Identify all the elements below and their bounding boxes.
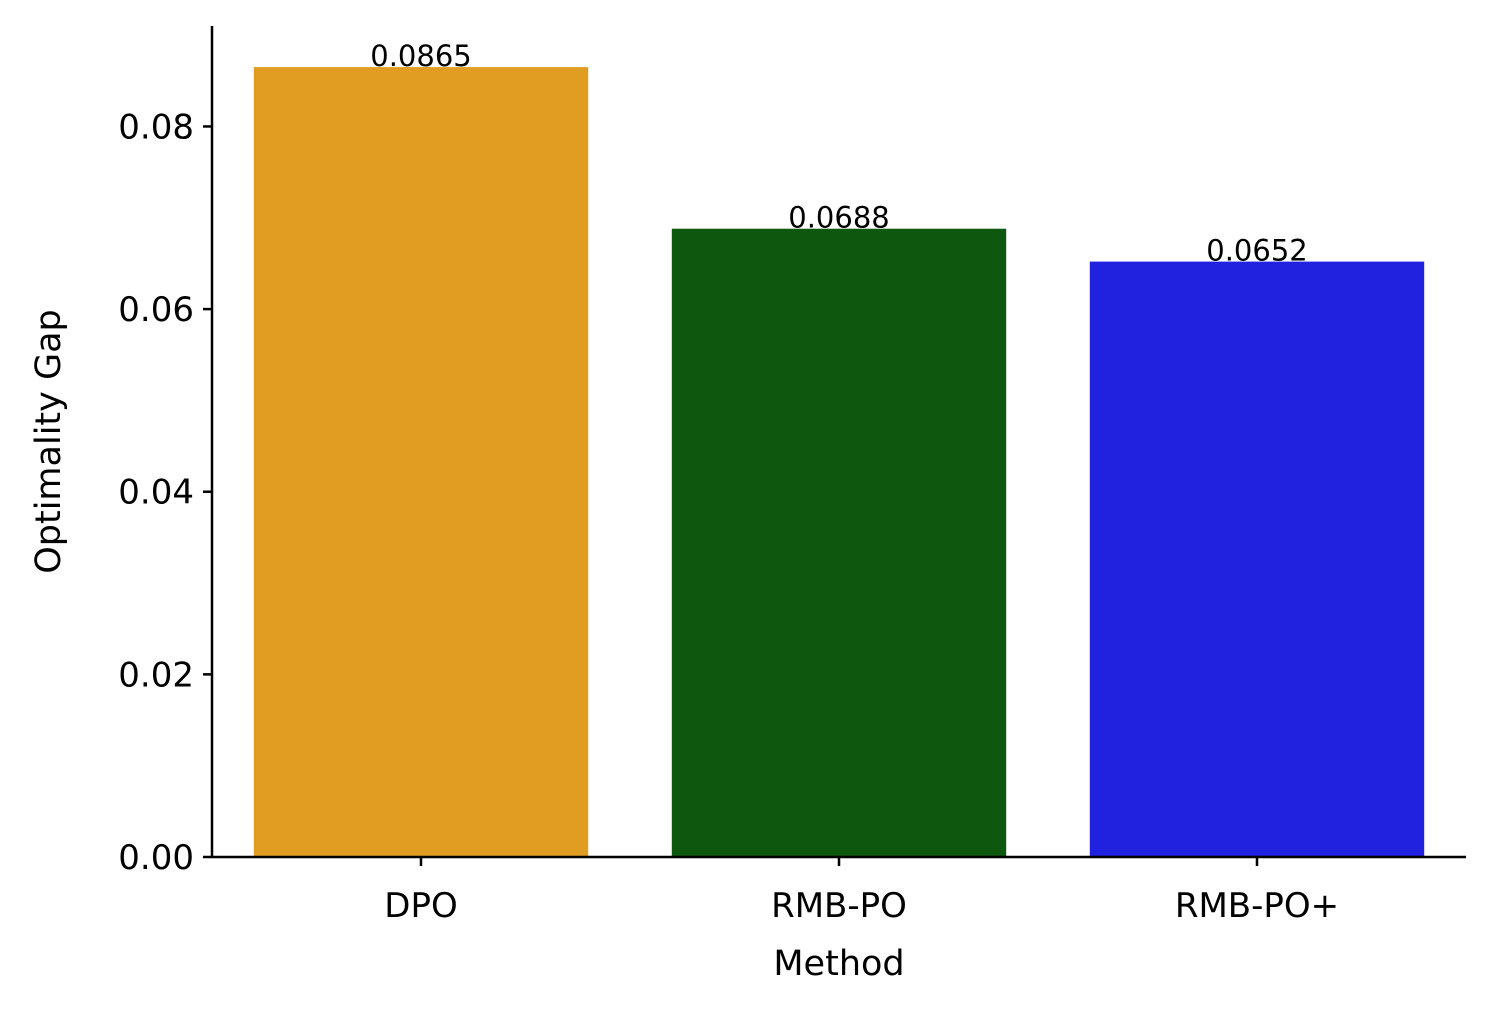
x-axis-label: Method [773,944,904,984]
bar-rmb-po [671,228,1007,857]
bar-value-label: 0.0652 [1206,234,1307,268]
x-ticks-group: DPO RMB-PO RMB-PO+ [384,857,1339,926]
x-tick-label: DPO [384,886,457,926]
bar-rmb-poplus [1089,261,1425,858]
y-ticks-group: 0.00 0.02 0.04 0.06 0.08 [118,107,212,878]
bar-dpo [253,67,589,858]
y-tick-label: 0.00 [118,838,194,878]
data-labels-group: 0.0865 0.0688 0.0652 [370,39,1307,268]
y-tick-label: 0.04 [118,473,194,513]
x-tick-label: RMB-PO [771,886,907,926]
y-tick-label: 0.06 [118,290,194,330]
y-axis-label: Optimality Gap [29,309,69,574]
bars-group [253,67,1425,858]
y-tick-label: 0.08 [118,107,194,147]
x-tick-label: RMB-PO+ [1175,886,1339,926]
bar-value-label: 0.0865 [370,39,471,73]
bar-value-label: 0.0688 [788,201,889,235]
y-tick-label: 0.02 [118,655,194,695]
